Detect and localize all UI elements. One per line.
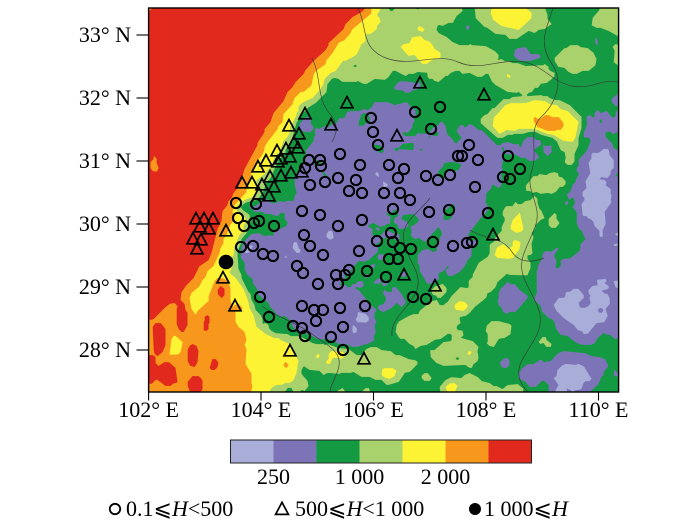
svg-text:33° N: 33° N	[79, 22, 131, 47]
svg-text:1 000⩽H: 1 000⩽H	[484, 496, 569, 521]
svg-text:2 000: 2 000	[421, 464, 471, 489]
svg-text:106° E: 106° E	[343, 397, 404, 422]
svg-text:102° E: 102° E	[118, 397, 179, 422]
svg-text:1 000: 1 000	[335, 464, 385, 489]
svg-text:31° N: 31° N	[79, 148, 131, 173]
svg-text:500⩽H<1 000: 500⩽H<1 000	[295, 496, 424, 521]
svg-text:30° N: 30° N	[79, 211, 131, 236]
svg-text:110° E: 110° E	[569, 397, 629, 422]
svg-text:32° N: 32° N	[79, 85, 131, 110]
svg-text:250: 250	[257, 464, 290, 489]
svg-text:0.1⩽H<500: 0.1⩽H<500	[126, 496, 233, 521]
svg-text:104° E: 104° E	[231, 397, 292, 422]
svg-text:28° N: 28° N	[79, 337, 131, 362]
svg-text:108° E: 108° E	[456, 397, 517, 422]
svg-text:29° N: 29° N	[79, 274, 131, 299]
